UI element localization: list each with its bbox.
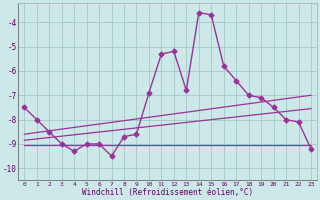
X-axis label: Windchill (Refroidissement éolien,°C): Windchill (Refroidissement éolien,°C) bbox=[82, 188, 253, 197]
